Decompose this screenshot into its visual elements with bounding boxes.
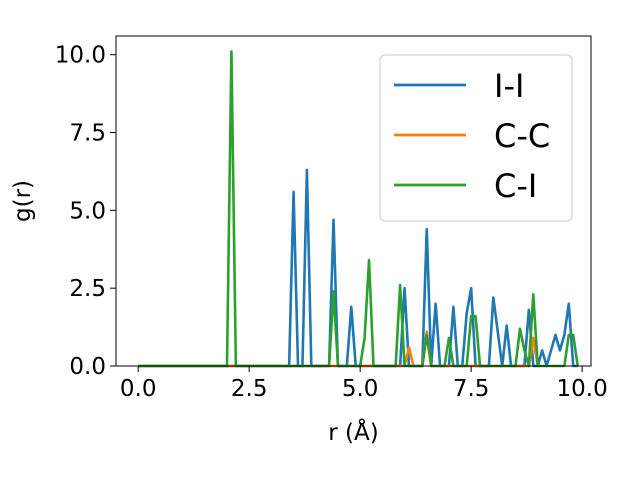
x-axis-label: r (Å) [328,418,378,446]
x-tick-label: 0.0 [120,376,157,402]
legend-label: I-I [494,67,524,105]
y-tick-label: 0.0 [69,354,106,380]
legend-label: C-I [494,167,537,205]
x-tick-label: 5.0 [342,376,379,402]
y-tick-label: 5.0 [69,198,106,224]
y-tick-label: 7.5 [69,121,106,147]
y-tick-label: 2.5 [69,276,106,302]
x-tick-label: 2.5 [231,376,268,402]
x-tick-label: 10.0 [557,376,608,402]
plot-frame [115,35,592,367]
legend-label: C-C [494,117,550,155]
series-line-i-i [138,168,578,368]
x-axis: 0.0 2.5 5.0 7.5 10.0 [120,366,608,402]
y-axis-label: g(r) [10,180,36,222]
legend-box [379,54,573,222]
y-axis: 0.0 2.5 5.0 7.5 10.0 [55,43,116,380]
legend: I-I C-C C-I [379,54,573,222]
y-tick-label: 10.0 [55,43,106,69]
x-tick-label: 7.5 [453,376,490,402]
